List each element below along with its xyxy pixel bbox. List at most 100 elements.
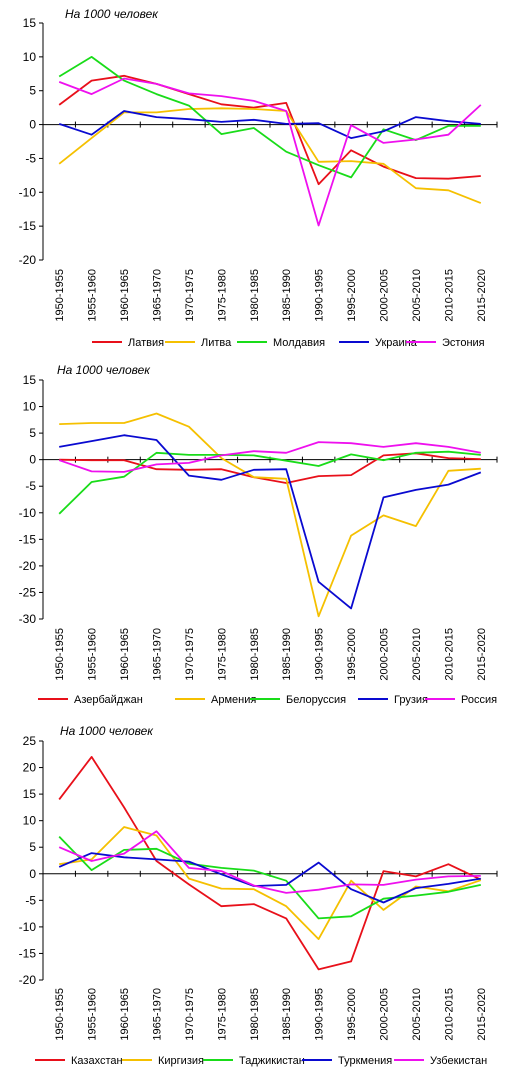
y-tick-label: -5 [25,893,36,907]
series-line-2 [59,412,481,618]
x-category-label: 1970-1975 [184,269,196,322]
x-category-label: 1955-1960 [87,628,99,681]
x-category-label: 1995-2000 [346,269,358,322]
x-category-label: 2000-2005 [379,988,391,1041]
y-tick-label: -20 [19,253,37,267]
x-category-label: 1980-1985 [249,628,261,681]
series-line-1 [58,74,481,186]
x-category-label: 2015-2020 [476,269,488,322]
y-tick-label: -20 [19,973,37,987]
chart-legend: Казахстан Киргизия Таджикистан Туркмения Узб… [35,1055,487,1067]
x-category-label: 1965-1970 [152,988,164,1041]
x-category-label: 1980-1985 [249,988,261,1041]
x-category-label: 1950-1955 [54,628,66,681]
chart-subtitle: На 1000 человек [60,724,154,738]
y-tick-label: -10 [19,185,37,199]
legend-label: Украина [375,337,418,349]
chart-panel-3: На 1000 человек 25 20 15 10 5 0 -5 -10 -15 -20 1950… [19,724,498,1067]
legend-label: Эстония [442,337,485,349]
chart-panel-1: На 1000 человек 15 10 5 0 -5 -10 -15 -20 1950-195… [19,7,498,349]
y-tick-label: -5 [25,151,36,165]
legend-label: Киргизия [158,1055,204,1067]
legend-label: Молдавия [273,337,325,349]
x-category-label: 2010-2015 [443,988,455,1041]
y-tick-label: 20 [23,761,37,775]
y-tick-label: 5 [29,426,36,440]
y-tick-label: -20 [19,559,37,573]
legend-label: Литва [201,337,232,349]
y-tick-label: 0 [29,453,36,467]
y-tick-label: 10 [23,50,37,64]
y-tick-label: 15 [23,787,37,801]
x-category-label: 1975-1980 [216,269,228,322]
legend-label: Туркмения [338,1055,392,1067]
y-tick-label: 25 [23,734,37,748]
legend-label: Грузия [394,694,428,706]
chart-legend: Латвия Литва Молдавия Украина Эстония [92,337,485,349]
series-line-3 [58,450,481,515]
x-category-label: 1955-1960 [87,988,99,1041]
chart-legend: Азербайджан Армения Белоруссия Грузия Россия [38,694,497,706]
x-category-label: 1975-1980 [216,988,228,1041]
x-category-label: 2010-2015 [443,628,455,681]
x-category-label: 2015-2020 [476,988,488,1041]
y-tick-label: 0 [29,118,36,132]
x-category-label: 1990-1995 [314,269,326,322]
x-category-label: 1985-1990 [281,988,293,1041]
y-tick-label: -15 [19,532,37,546]
x-category-label: 1950-1955 [54,269,66,322]
legend-label: Россия [461,694,497,706]
x-category-label: 1990-1995 [314,628,326,681]
x-category-label: 1995-2000 [346,988,358,1041]
series-line-4 [59,434,482,610]
x-category-label: 2005-2010 [411,988,423,1041]
x-category-label: 2005-2010 [411,628,423,681]
legend-label: Казахстан [71,1055,123,1067]
legend-label: Таджикистан [239,1055,305,1067]
x-category-label: 2000-2005 [379,269,391,322]
y-tick-label: -25 [19,585,37,599]
series-line-5 [58,77,482,227]
y-tick-label: 15 [23,373,37,387]
x-category-label: 1965-1970 [152,269,164,322]
legend-label: Армения [211,694,256,706]
y-tick-label: -15 [19,946,37,960]
y-tick-label: -30 [19,612,37,626]
y-tick-label: 15 [23,16,37,30]
x-category-label: 1980-1985 [249,269,261,322]
x-category-label: 2010-2015 [443,269,455,322]
series-line-5 [58,441,481,473]
y-tick-label: 10 [23,814,37,828]
series-line-1 [58,756,482,971]
x-category-label: 1985-1990 [281,628,293,681]
y-tick-label: 5 [29,840,36,854]
series-line-4 [58,110,481,140]
y-tick-label: 0 [29,867,36,881]
x-category-label: 1965-1970 [152,628,164,681]
x-category-label: 1985-1990 [281,269,293,322]
legend-label: Узбекистан [430,1055,487,1067]
series-line-3 [58,56,481,179]
series-line-5 [58,830,481,894]
chart-panel-2: На 1000 человек 15 10 5 0 -5 -10 -15 -20 -25 -30 19… [19,363,498,706]
x-category-label: 2005-2010 [411,269,423,322]
x-category-label: 1970-1975 [184,988,196,1041]
x-category-label: 1960-1965 [119,628,131,681]
legend-label: Латвия [128,337,164,349]
series-line-2 [59,826,482,940]
x-category-label: 1990-1995 [314,988,326,1041]
x-category-label: 1950-1955 [54,988,66,1041]
legend-label: Азербайджан [74,694,143,706]
series-line-4 [58,852,481,904]
y-tick-label: -5 [25,479,36,493]
chart-subtitle: На 1000 человек [57,363,151,377]
x-category-label: 1970-1975 [184,628,196,681]
y-tick-label: 10 [23,400,37,414]
chart-subtitle: На 1000 человек [65,7,159,21]
x-category-label: 1955-1960 [87,269,99,322]
x-category-label: 1960-1965 [119,988,131,1041]
x-category-label: 2000-2005 [379,628,391,681]
x-category-label: 2015-2020 [476,628,488,681]
